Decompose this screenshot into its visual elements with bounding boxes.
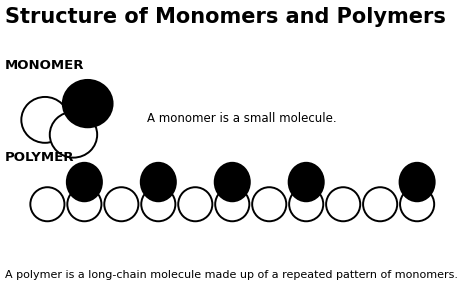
Ellipse shape — [326, 187, 360, 221]
Ellipse shape — [363, 187, 397, 221]
Ellipse shape — [141, 163, 176, 201]
Ellipse shape — [289, 163, 324, 201]
Ellipse shape — [104, 187, 138, 221]
Ellipse shape — [178, 187, 212, 221]
Ellipse shape — [67, 187, 101, 221]
Ellipse shape — [252, 187, 286, 221]
Text: MONOMER: MONOMER — [5, 59, 84, 72]
Ellipse shape — [50, 112, 97, 157]
Ellipse shape — [215, 163, 250, 201]
Ellipse shape — [30, 187, 64, 221]
Text: POLYMER: POLYMER — [5, 151, 74, 164]
Ellipse shape — [67, 163, 102, 201]
Ellipse shape — [289, 187, 323, 221]
Ellipse shape — [63, 80, 112, 127]
Ellipse shape — [400, 163, 435, 201]
Text: A monomer is a small molecule.: A monomer is a small molecule. — [147, 112, 337, 125]
Text: Structure of Monomers and Polymers: Structure of Monomers and Polymers — [5, 7, 446, 28]
Ellipse shape — [141, 187, 175, 221]
Text: A polymer is a long-chain molecule made up of a repeated pattern of monomers.: A polymer is a long-chain molecule made … — [5, 270, 458, 280]
Ellipse shape — [215, 187, 249, 221]
Ellipse shape — [400, 187, 434, 221]
Ellipse shape — [21, 97, 69, 143]
